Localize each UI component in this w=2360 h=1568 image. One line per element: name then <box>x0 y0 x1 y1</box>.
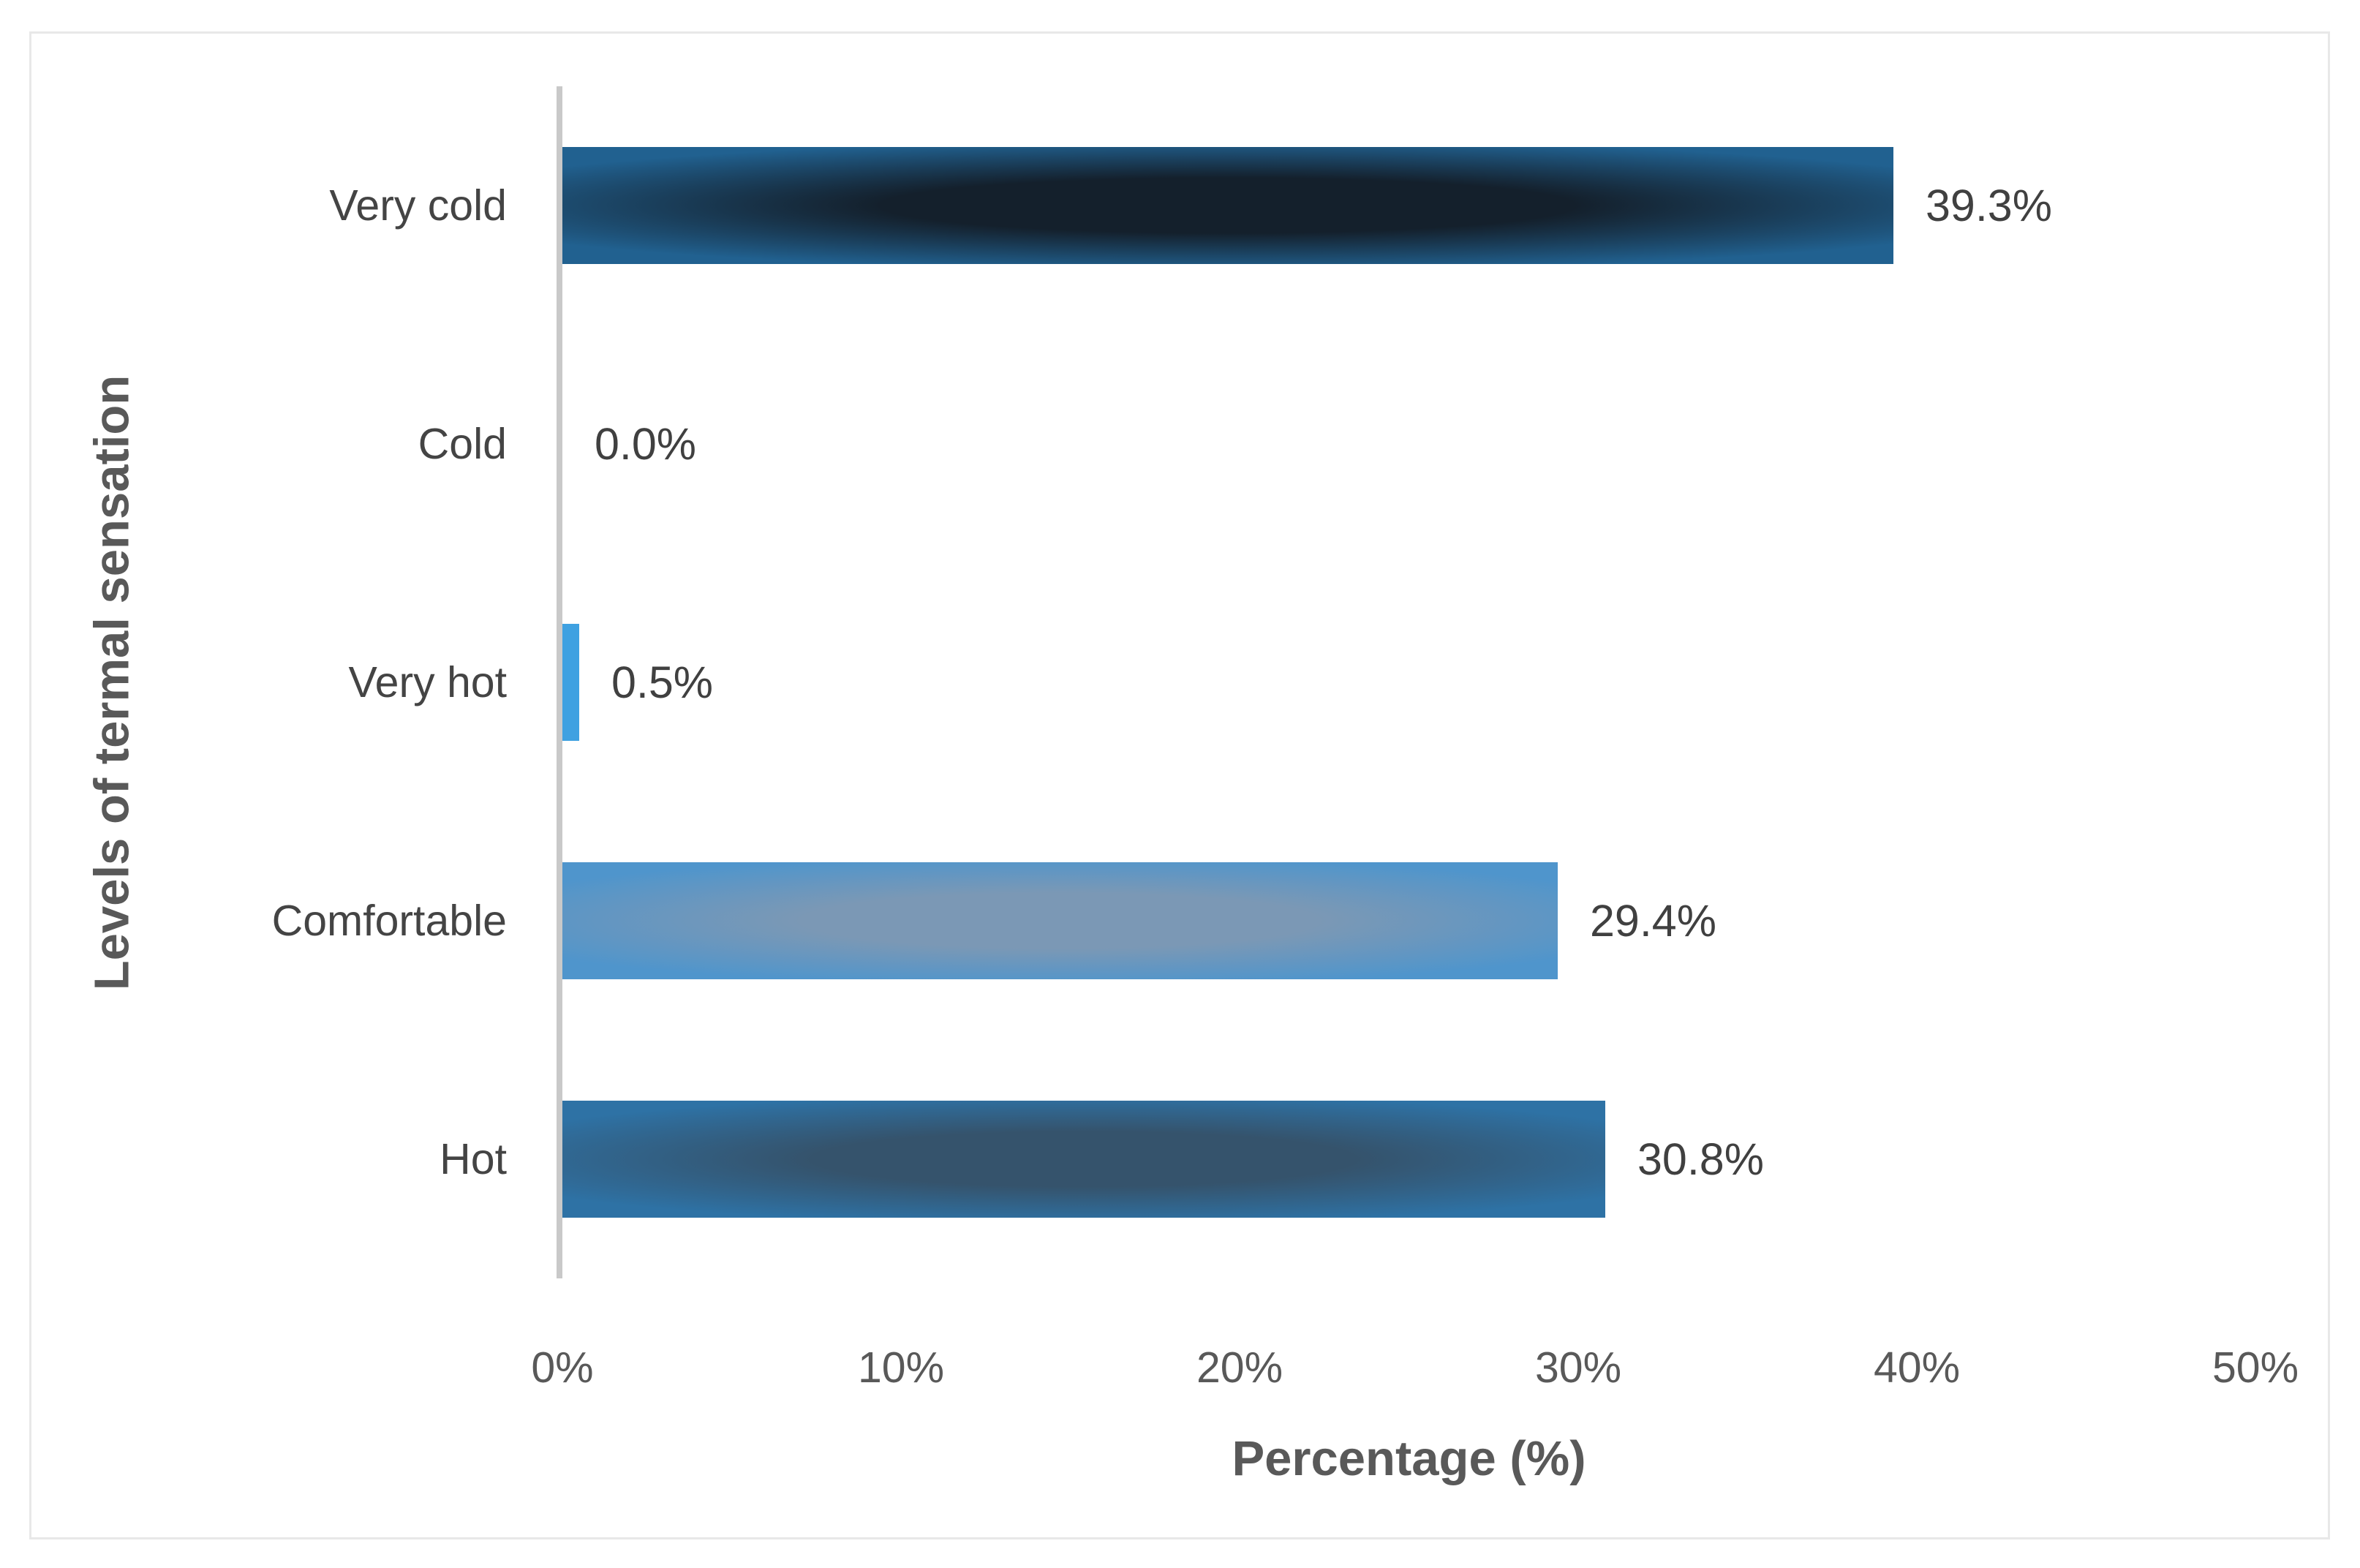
bar-comfortable <box>562 1101 1605 1218</box>
bar-row-comfortable: 30.8% <box>562 1040 2255 1278</box>
value-label-very-hot: 29.4% <box>1590 896 1716 946</box>
value-label-hot: 39.3% <box>1926 181 2052 230</box>
x-tick-0: 0% <box>531 1343 594 1392</box>
bar-row-very-cold: 0.0% <box>562 325 2255 563</box>
x-axis-title: Percentage (%) <box>1232 1431 1586 1486</box>
chart-frame: Levels of termal sensation Very cold Col… <box>29 31 2330 1539</box>
bar-row-hot: 39.3% <box>562 86 2255 325</box>
value-label-cold: 0.5% <box>611 657 714 707</box>
y-axis-category-labels: Very cold Cold Very hot Comfortable Hot <box>31 86 507 1278</box>
x-tick-40: 40% <box>1873 1343 1961 1392</box>
value-label-comfortable: 30.8% <box>1637 1134 1764 1184</box>
x-tick-20: 20% <box>1196 1343 1283 1392</box>
bar-hot <box>562 147 1893 264</box>
category-label-very-hot: Very hot <box>348 658 507 706</box>
bar-cold <box>562 624 579 741</box>
category-label-comfortable: Comfortable <box>271 897 507 945</box>
x-tick-50: 50% <box>2212 1343 2299 1392</box>
x-tick-10: 10% <box>857 1343 945 1392</box>
bar-row-very-hot: 29.4% <box>562 802 2255 1040</box>
x-axis-tick-labels: 0% 10% 20% 30% 40% 50% <box>531 1343 2299 1409</box>
category-label-hot: Hot <box>440 1135 507 1183</box>
category-label-cold: Cold <box>418 420 507 468</box>
bar-row-cold: 0.5% <box>562 563 2255 802</box>
bar-very-hot <box>562 862 1558 979</box>
plot-area: 0.0% 0.5% 29.4% 30.8% 39.3% <box>557 86 2255 1278</box>
x-tick-30: 30% <box>1534 1343 1622 1392</box>
y-axis-line <box>557 86 562 1278</box>
value-label-very-cold: 0.0% <box>595 419 697 469</box>
category-label-very-cold: Very cold <box>329 181 507 230</box>
